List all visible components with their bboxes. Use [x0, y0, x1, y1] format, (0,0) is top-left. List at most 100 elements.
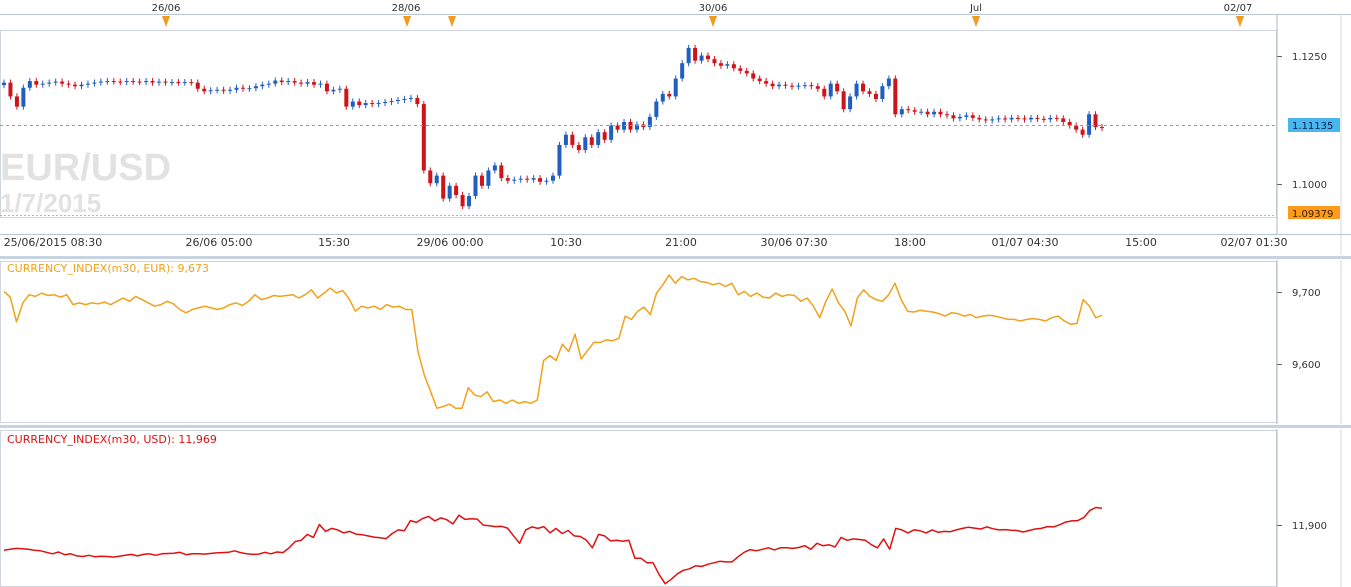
- candle-body: [764, 81, 769, 84]
- candle-body: [570, 134, 575, 145]
- candle-body: [1048, 117, 1053, 120]
- candle-body: [376, 103, 381, 105]
- time-axis: 25/06/2015 08:30 26/06 05:00 15:30 29/06…: [0, 234, 1351, 249]
- candle-body: [983, 119, 988, 121]
- candle-body: [964, 115, 969, 117]
- usd-index-line: [3, 506, 1103, 585]
- candle-body: [266, 83, 271, 85]
- candle-body: [899, 109, 904, 115]
- candle-body: [215, 89, 220, 91]
- candle-body: [1028, 117, 1033, 120]
- candle-body: [848, 96, 853, 110]
- y-tick-label: 1.1250: [1292, 52, 1327, 63]
- candle-body: [92, 82, 97, 84]
- candle-body: [951, 115, 956, 119]
- price-panel: 26/06 28/06 30/06 Jul 02/07 EUR/USD 1/7/…: [0, 3, 1351, 255]
- candle-body: [596, 132, 601, 145]
- candle-body: [770, 83, 775, 87]
- usd-plot-frame: [0, 430, 1277, 587]
- candle-body: [835, 83, 840, 92]
- candle-body: [854, 83, 859, 97]
- candle-body: [60, 81, 65, 84]
- candle-body: [447, 185, 452, 199]
- candle-body: [273, 80, 278, 84]
- candle-body: [383, 102, 388, 104]
- candle-body: [318, 83, 323, 85]
- candle-body: [337, 88, 342, 90]
- candle-body: [738, 68, 743, 71]
- panel-separator[interactable]: [0, 425, 1351, 428]
- x-tick-label: 21:00: [665, 236, 697, 249]
- candle-body: [1022, 118, 1027, 120]
- x-tick-label: 10:30: [550, 236, 582, 249]
- candle-body: [105, 81, 110, 83]
- candle-body: [873, 93, 878, 99]
- candle-body: [202, 88, 207, 92]
- candle-body: [312, 82, 317, 85]
- y-tick-label: 11,900: [1292, 521, 1327, 532]
- candle-body: [454, 185, 459, 196]
- candle-body: [1035, 117, 1040, 119]
- candle-body: [441, 175, 446, 199]
- top-date-label: 02/07: [1224, 3, 1253, 14]
- candle-body: [434, 175, 439, 184]
- candle-body: [867, 91, 872, 94]
- candle-body: [538, 178, 543, 182]
- x-tick-label: 26/06 05:00: [186, 236, 253, 249]
- event-marker-icon[interactable]: [162, 16, 170, 27]
- symbol-watermark: EUR/USD: [0, 147, 171, 189]
- candle-body: [660, 93, 665, 102]
- candle-body: [363, 103, 368, 106]
- candle-body: [654, 101, 659, 117]
- candle-body: [370, 103, 375, 105]
- candle-body: [957, 116, 962, 119]
- candle-body: [815, 86, 820, 89]
- candle-body: [350, 101, 355, 107]
- event-marker-icon[interactable]: [1236, 16, 1244, 27]
- top-date-label: 30/06: [699, 3, 728, 14]
- top-date-label: 28/06: [392, 3, 421, 14]
- top-date-label: Jul: [969, 3, 982, 14]
- candle-body: [906, 109, 911, 111]
- x-tick-label: 29/06 00:00: [417, 236, 484, 249]
- candle-body: [706, 55, 711, 60]
- event-marker-icon[interactable]: [448, 16, 456, 27]
- candle-body: [324, 83, 329, 92]
- candle-body: [221, 89, 226, 91]
- candle-body: [1061, 118, 1066, 122]
- candle-body: [357, 101, 362, 106]
- candle-body: [673, 78, 678, 97]
- candle-body: [796, 85, 801, 87]
- candle-body: [415, 97, 420, 105]
- low-price-tag: [1288, 206, 1340, 219]
- candle-body: [551, 175, 555, 181]
- candle-body: [731, 64, 736, 69]
- candle-body: [73, 84, 78, 87]
- event-marker-icon[interactable]: [972, 16, 980, 27]
- event-marker-icon[interactable]: [403, 16, 411, 27]
- candle-body: [428, 170, 433, 184]
- candle-body: [789, 85, 794, 87]
- candle-body: [408, 97, 413, 99]
- candle-body: [615, 125, 620, 130]
- event-marker-icon[interactable]: [709, 16, 717, 27]
- candle-body: [111, 81, 116, 83]
- candle-body: [525, 178, 530, 180]
- candle-body: [118, 81, 123, 83]
- candle-body: [14, 96, 19, 107]
- low-price-label: 1.09379: [1292, 209, 1333, 220]
- candle-body: [583, 137, 588, 151]
- candle-body: [208, 90, 213, 92]
- candle-body: [299, 82, 304, 84]
- x-tick-label: 30/06 07:30: [761, 236, 828, 249]
- candle-body: [1100, 127, 1104, 129]
- candle-body: [163, 81, 168, 83]
- y-tick-label: 9,600: [1292, 360, 1321, 371]
- candle-body: [1087, 114, 1092, 135]
- candle-body: [512, 179, 517, 181]
- candle-body: [131, 81, 136, 83]
- panel-separator[interactable]: [0, 256, 1351, 259]
- eur-index-line: [3, 274, 1103, 409]
- candle-body: [1093, 114, 1098, 128]
